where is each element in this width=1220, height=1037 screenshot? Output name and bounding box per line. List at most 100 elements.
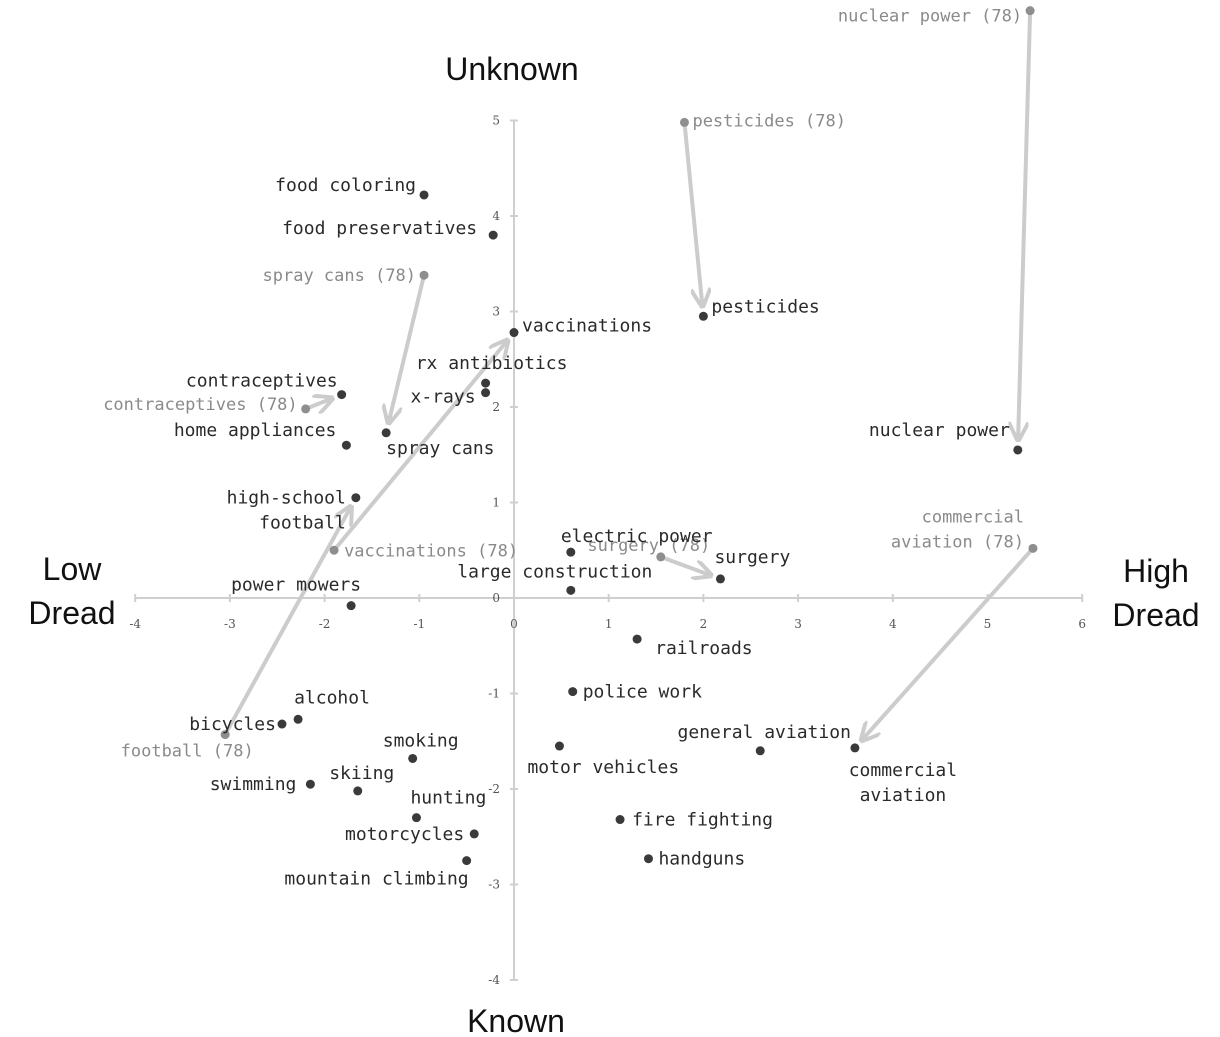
point-marker	[554, 741, 564, 751]
y-tick-label: -3	[488, 878, 500, 892]
point-marker	[509, 328, 519, 338]
point-hunting: hunting	[410, 788, 486, 823]
point-label: rx antibiotics	[416, 353, 568, 374]
point-railroads: railroads	[632, 634, 753, 659]
point-marker	[469, 829, 479, 839]
point-label: motorcycles	[345, 824, 464, 845]
point-label: food coloring	[275, 175, 416, 196]
point-label: alcohol	[294, 687, 370, 708]
point-label: mountain climbing	[284, 869, 468, 890]
point-marker	[408, 753, 418, 763]
point-label: x-rays	[411, 387, 476, 408]
point-label: large construction	[457, 561, 652, 582]
point-marker	[419, 270, 429, 280]
point-label: pesticides	[711, 296, 819, 317]
point-label: contraceptives	[186, 371, 338, 392]
earlier-point-commercial-aviation-78: commercial aviation (78)	[891, 507, 1038, 553]
x-tick-label: -2	[319, 617, 331, 631]
point-marker	[755, 746, 765, 756]
point-marker	[419, 190, 429, 200]
point-commercial-aviation: commercial aviation	[849, 743, 957, 806]
arrow-vaccinations	[332, 342, 506, 552]
point-marker	[341, 440, 351, 450]
x-axis-left-label: Low Dread	[28, 551, 115, 631]
point-marker	[220, 730, 230, 740]
point-marker	[643, 854, 653, 864]
point-label: skiing	[329, 763, 394, 784]
point-marker	[488, 230, 498, 240]
point-motorcycles: motorcycles	[345, 824, 479, 845]
y-tick-label: 0	[492, 591, 500, 605]
point-label: general aviation	[678, 722, 851, 743]
point-general-aviation: general aviation	[678, 722, 851, 756]
point-marker	[381, 428, 391, 438]
point-marker	[656, 552, 666, 562]
earlier-point-spray-cans-78: spray cans (78)	[263, 266, 429, 286]
y-tick-label: 2	[492, 400, 500, 414]
earlier-point-surgery-78: surgery (78)	[587, 536, 710, 562]
point-label: electric power	[561, 526, 713, 547]
point-marker	[1028, 543, 1038, 553]
point-mountain-climbing: mountain climbing	[284, 856, 472, 890]
point-marker	[293, 714, 303, 724]
point-police-work: police work	[568, 682, 702, 703]
point-marker	[566, 585, 576, 595]
point-label: commercial aviation (78)	[891, 507, 1024, 552]
point-marker	[277, 719, 287, 729]
point-nuclear-power: nuclear power	[869, 420, 1023, 455]
point-smoking: smoking	[383, 730, 459, 763]
x-tick-label: -3	[224, 617, 236, 631]
point-home-appliances: home appliances	[174, 420, 351, 450]
point-marker	[329, 545, 339, 555]
point-label: police work	[583, 682, 702, 703]
point-swimming: swimming	[210, 774, 315, 795]
point-alcohol: alcohol	[293, 687, 370, 724]
x-tick-label: 5	[984, 617, 992, 631]
point-label: pesticides (78)	[692, 111, 846, 131]
point-marker	[615, 815, 625, 825]
axes	[134, 119, 1084, 981]
earlier-point-vaccinations-78: vaccinations (78)	[329, 541, 518, 561]
x-tick-label: 1	[605, 617, 613, 631]
point-label: railroads	[655, 638, 753, 659]
arrow-nuclear-power	[1018, 10, 1033, 438]
y-tick-label: -2	[488, 782, 500, 796]
x-tick-label: -1	[413, 617, 425, 631]
point-label: hunting	[410, 788, 486, 809]
earlier-point-pesticides-78: pesticides (78)	[679, 111, 846, 131]
x-tick-label: -4	[129, 617, 141, 631]
point-surgery: surgery	[714, 547, 790, 584]
point-high-school-football: high-school football	[227, 488, 361, 534]
point-marker	[566, 547, 576, 557]
point-marker	[337, 390, 347, 400]
y-tick-label: -4	[488, 973, 500, 987]
y-tick-label: 3	[492, 305, 500, 319]
x-tick-label: 0	[510, 617, 518, 631]
point-label: spray cans (78)	[263, 266, 417, 286]
point-label: vaccinations	[522, 316, 652, 337]
point-marker	[568, 687, 578, 697]
point-marker	[346, 601, 356, 611]
point-marker	[353, 786, 363, 796]
point-marker	[301, 404, 311, 414]
point-label: home appliances	[174, 420, 337, 441]
point-label: power mowers	[231, 575, 361, 596]
tick-labels: -4 -3 -2 -1 0 1 2 3 4 5 6 -4 -3 -2 -1 0 1 2 3 4 5	[129, 114, 1086, 988]
point-label: vaccinations (78)	[344, 541, 518, 561]
point-electric-power: electric power	[561, 526, 713, 557]
arrow-surgery	[660, 555, 709, 575]
point-label: fire fighting	[632, 810, 773, 831]
point-label: surgery	[714, 547, 790, 568]
point-skiing: skiing	[329, 763, 394, 796]
point-marker	[698, 311, 708, 321]
y-tick-label: -1	[488, 687, 500, 701]
point-handguns: handguns	[643, 849, 745, 870]
point-x-rays: x-rays	[411, 387, 491, 408]
point-bicycles: bicycles	[189, 714, 287, 735]
point-food-coloring: food coloring	[275, 175, 429, 200]
point-label: high-school football	[227, 488, 346, 534]
point-marker	[462, 856, 472, 866]
point-label: contraceptives (78)	[103, 395, 297, 415]
point-vaccinations: vaccinations	[509, 316, 652, 338]
point-label: nuclear power (78)	[838, 7, 1022, 27]
